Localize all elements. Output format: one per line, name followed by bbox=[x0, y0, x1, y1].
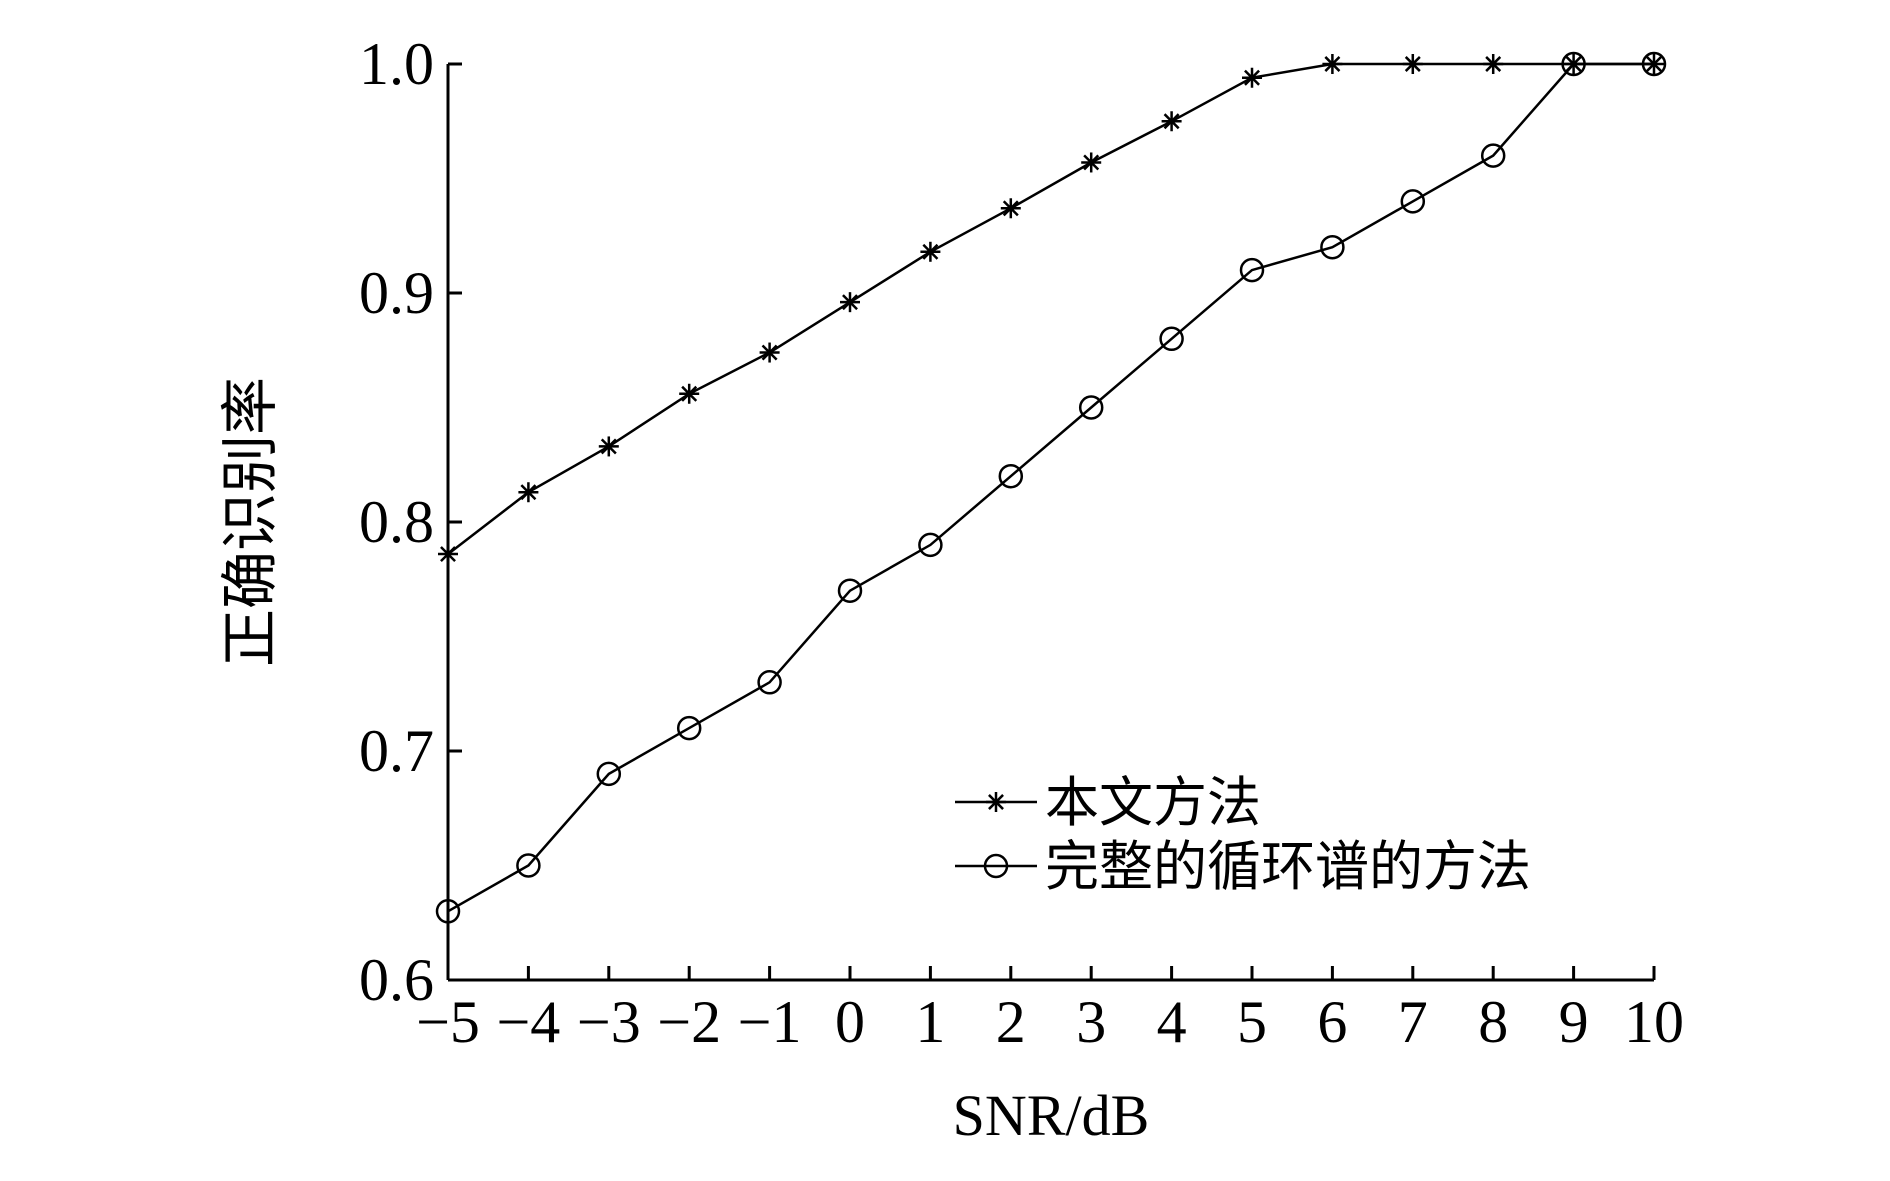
data-point-circle bbox=[1561, 51, 1586, 77]
y-tick-label: 0.8 bbox=[359, 489, 434, 555]
data-point-circle bbox=[1400, 189, 1426, 214]
data-point-circle bbox=[1159, 326, 1184, 352]
data-point-circle bbox=[837, 578, 863, 603]
x-tick-label: −3 bbox=[577, 989, 641, 1055]
y-ticks: 0.6 0.7 0.8 0.9 1.0 bbox=[359, 31, 462, 1013]
data-point-star bbox=[920, 241, 941, 262]
y-axis-title: 正确识别率 bbox=[218, 377, 283, 667]
data-point-star bbox=[840, 292, 860, 313]
x-tick-label: −1 bbox=[738, 989, 802, 1055]
x-tick-label: 4 bbox=[1157, 989, 1187, 1055]
data-point-circle bbox=[1078, 395, 1104, 420]
data-point-star bbox=[1402, 54, 1423, 74]
series-line-star bbox=[447, 62, 1654, 556]
legend-item: 完整的循环谱的方法 bbox=[955, 835, 1531, 898]
data-point-star bbox=[598, 436, 619, 457]
data-point-circle bbox=[918, 532, 943, 558]
legend-item: 本文方法 bbox=[955, 771, 1261, 834]
x-axis-title: SNR/dB bbox=[953, 1083, 1150, 1148]
x-tick-label: 0 bbox=[835, 989, 865, 1055]
data-point-circle bbox=[516, 853, 541, 878]
x-ticks: −5 −4 −3 −2 −1 0 1 2 3 4 5 6 7 8 9 10 bbox=[416, 966, 1684, 1055]
data-point-star bbox=[1322, 54, 1343, 74]
y-tick-label: 0.9 bbox=[359, 260, 434, 326]
data-point-star bbox=[759, 342, 780, 363]
data-point-circle bbox=[435, 899, 461, 924]
series-line-circle bbox=[447, 62, 1654, 913]
x-tick-label: −4 bbox=[496, 989, 560, 1055]
data-point-star bbox=[438, 544, 458, 565]
data-point-star bbox=[679, 383, 700, 404]
y-tick-label: 0.6 bbox=[359, 947, 434, 1013]
data-point-circle bbox=[676, 715, 702, 741]
data-point-circle bbox=[757, 670, 782, 695]
data-point-star bbox=[1161, 111, 1182, 132]
x-tick-label: 9 bbox=[1559, 989, 1589, 1055]
x-tick-label: 6 bbox=[1317, 989, 1347, 1055]
series-star bbox=[438, 54, 1664, 565]
x-tick-label: 8 bbox=[1478, 989, 1508, 1055]
data-point-star bbox=[518, 482, 539, 503]
legend-star-marker bbox=[986, 792, 1006, 812]
series-circle bbox=[435, 51, 1667, 924]
data-point-star bbox=[1081, 152, 1102, 173]
x-tick-label: 2 bbox=[996, 989, 1026, 1055]
data-point-circle bbox=[1239, 257, 1265, 283]
data-point-circle bbox=[596, 761, 622, 787]
x-tick-label: −2 bbox=[657, 989, 721, 1055]
x-tick-label: −5 bbox=[416, 989, 480, 1055]
data-point-star bbox=[1483, 54, 1504, 74]
x-tick-label: 1 bbox=[915, 989, 945, 1055]
x-tick-label: 7 bbox=[1398, 989, 1428, 1055]
series-layer bbox=[435, 51, 1667, 924]
x-tick-label: 10 bbox=[1624, 989, 1684, 1055]
y-tick-label: 0.7 bbox=[359, 718, 434, 784]
data-point-star bbox=[1242, 67, 1262, 88]
x-tick-label: 5 bbox=[1237, 989, 1267, 1055]
data-point-star bbox=[1000, 198, 1021, 219]
y-tick-label: 1.0 bbox=[359, 31, 434, 97]
data-point-circle bbox=[998, 463, 1024, 489]
data-point-circle bbox=[1641, 51, 1667, 77]
legend-circle-marker bbox=[983, 853, 1009, 879]
legend-label: 本文方法 bbox=[1045, 771, 1261, 834]
data-point-circle bbox=[1320, 234, 1345, 260]
legend-label: 完整的循环谱的方法 bbox=[1045, 835, 1531, 898]
x-tick-label: 3 bbox=[1076, 989, 1106, 1055]
data-point-circle bbox=[1480, 143, 1506, 168]
